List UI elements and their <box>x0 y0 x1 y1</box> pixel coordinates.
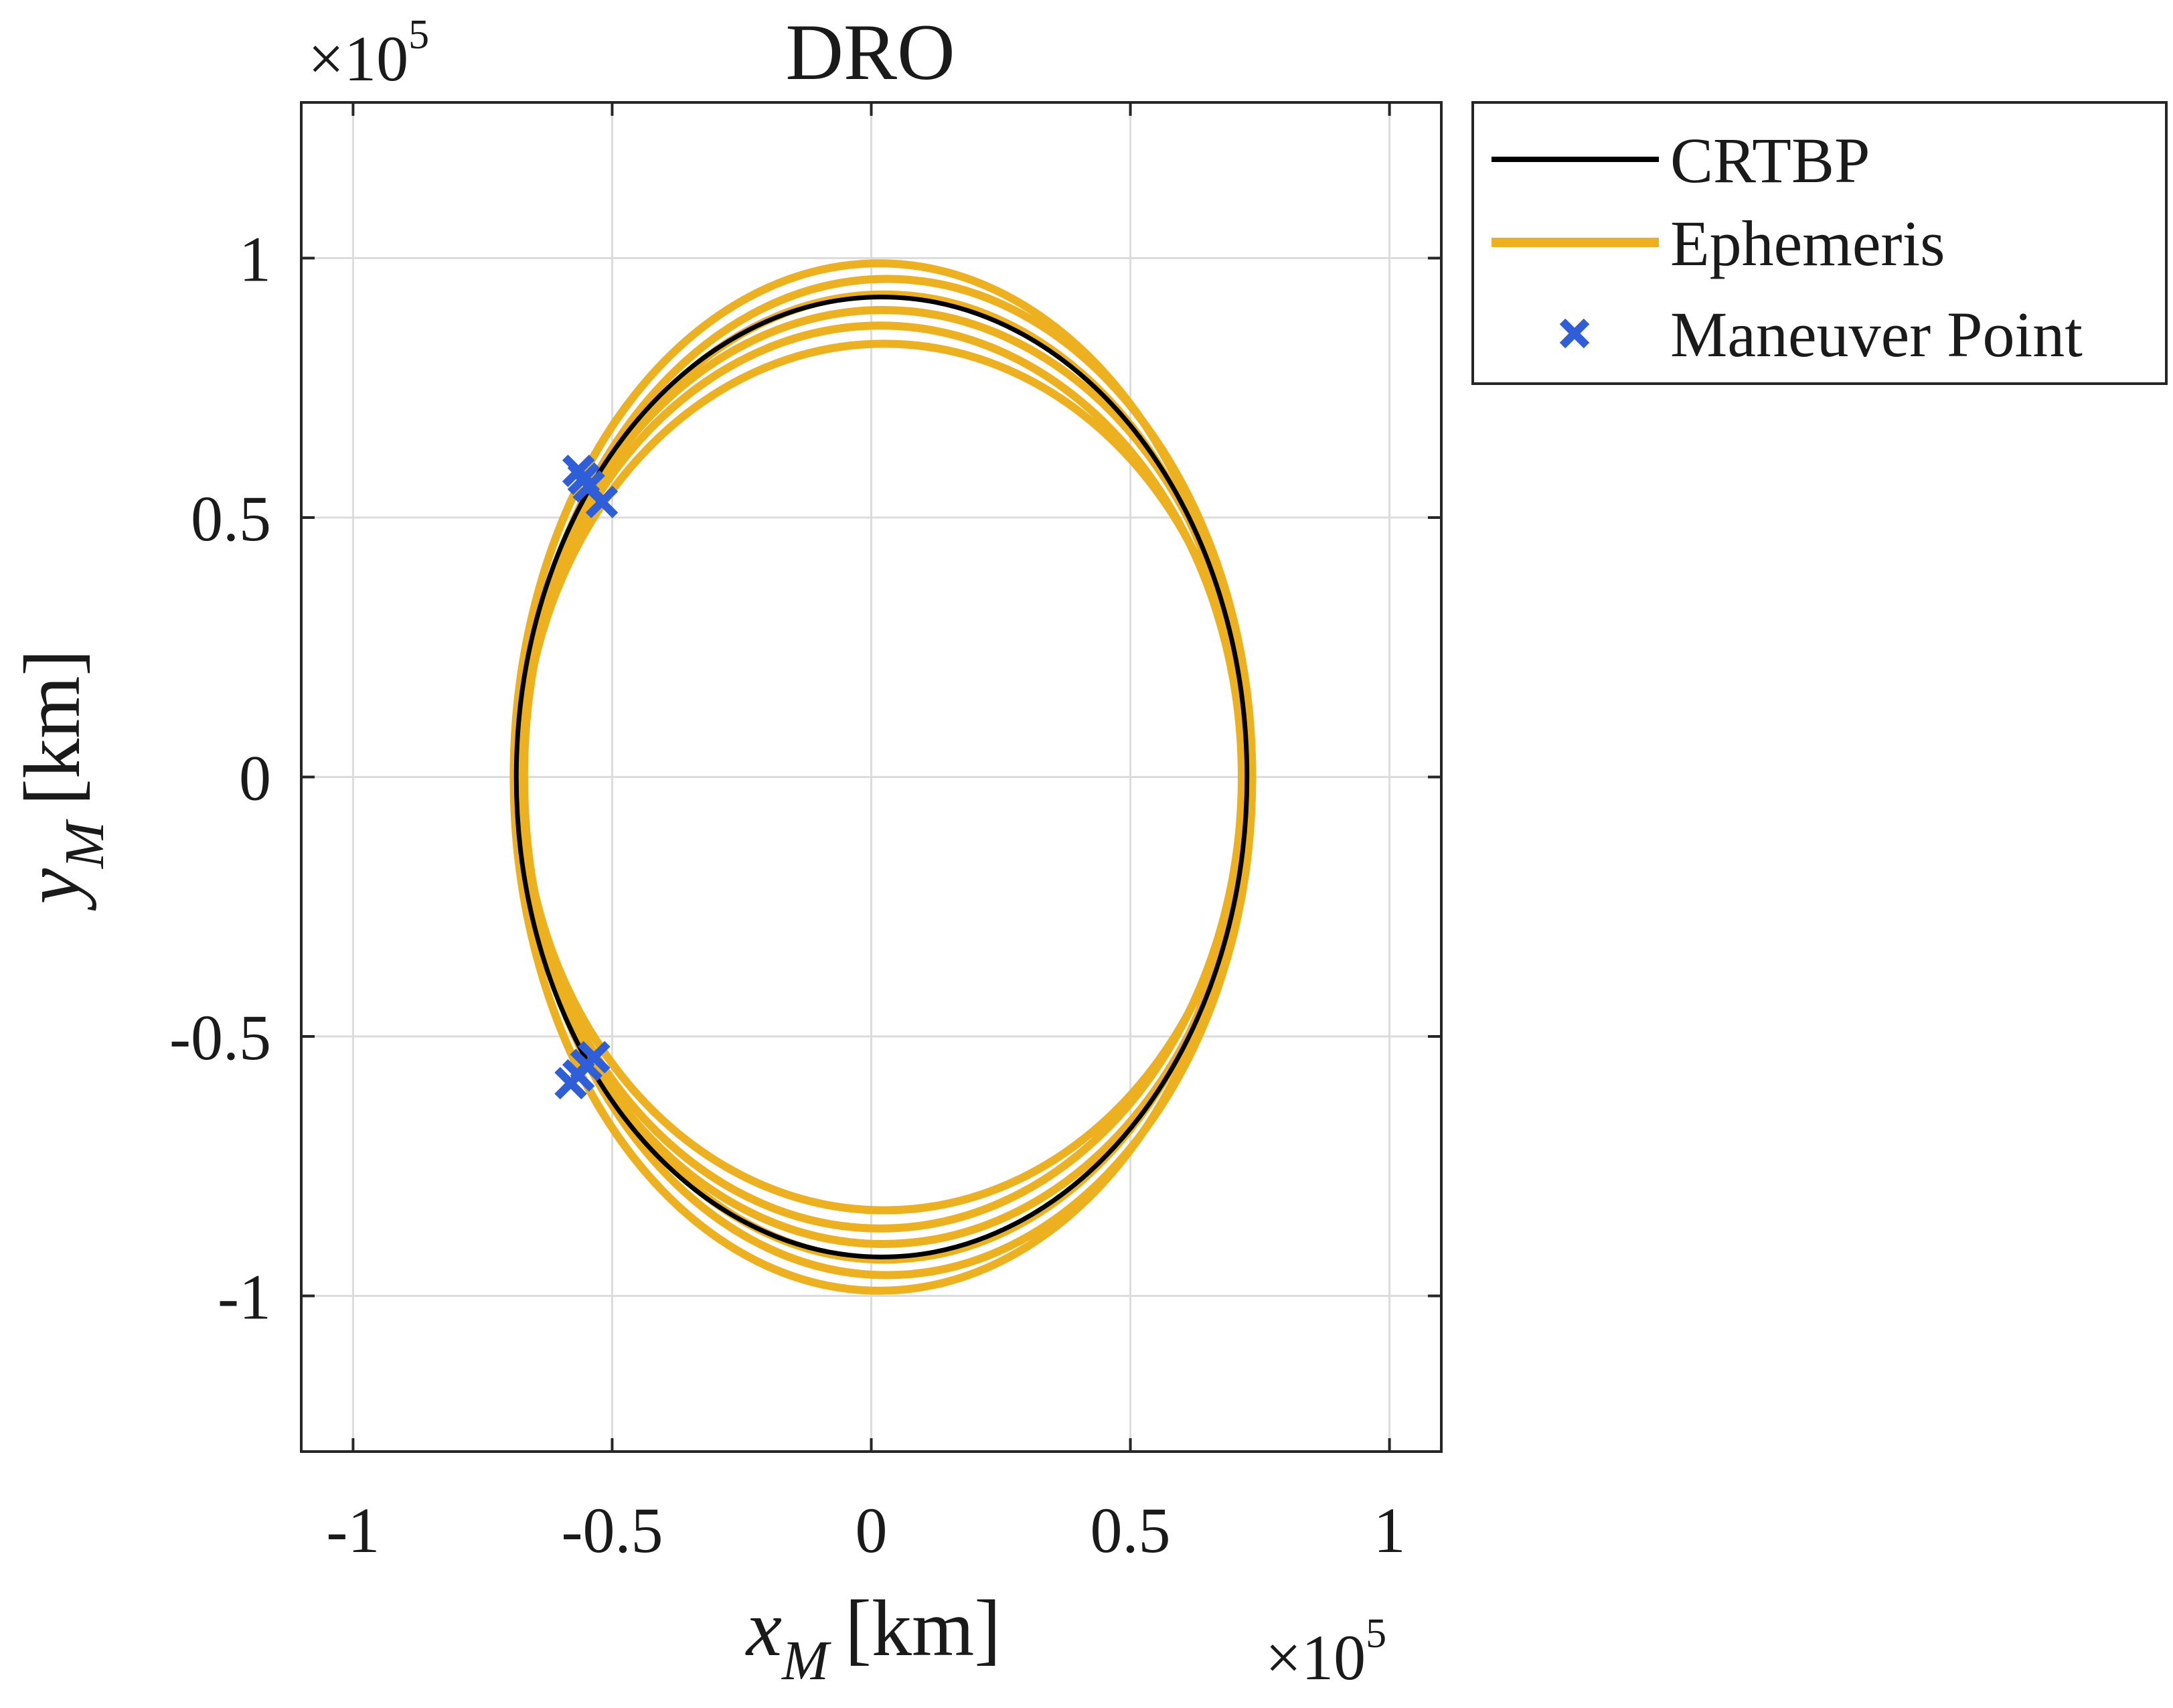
chart-title: DRO <box>785 7 955 96</box>
x-exponent-label: ×105 <box>1265 1611 1386 1693</box>
x-tick-label: -0.5 <box>561 1494 663 1566</box>
y-tick-label: 0 <box>239 743 271 814</box>
y-exponent-power: 5 <box>408 12 429 58</box>
x-tick-label: 0 <box>856 1494 888 1566</box>
y-exponent-label: ×105 <box>308 12 429 94</box>
series-layer <box>509 259 1257 1295</box>
y-tick-label: -1 <box>218 1261 271 1333</box>
maneuver-point <box>578 1040 611 1074</box>
x-axis-label-sub: M <box>781 1630 831 1692</box>
crtbp-orbit <box>513 295 1250 1259</box>
legend-maneuver-label: Maneuver Point <box>1670 299 2083 370</box>
y-axis-label-sub: M <box>54 819 116 869</box>
y-tick-label: 1 <box>239 224 271 295</box>
x-axis-label-unit: [km] <box>845 1583 1001 1673</box>
x-exponent-prefix: ×10 <box>1265 1622 1366 1693</box>
y-axis-label-main: y <box>7 868 96 911</box>
y-axis-label-unit: [km] <box>7 649 96 805</box>
x-exponent-power: 5 <box>1366 1611 1386 1656</box>
plot-area: -1 -0.5 0 0.5 1 -1 -0.5 0 0.5 1 <box>169 101 1443 1567</box>
x-tick-label: 1 <box>1374 1494 1406 1566</box>
legend-crtbp-label: CRTBP <box>1670 125 1870 196</box>
maneuver-markers <box>554 455 619 1099</box>
tick-labels: -1 -0.5 0 0.5 1 -1 -0.5 0 0.5 1 <box>169 224 1406 1567</box>
ticks <box>301 102 1441 1452</box>
x-axis-label-main: x <box>745 1583 782 1673</box>
y-axis-label: yM [km] <box>7 649 116 912</box>
maneuver-point <box>585 485 619 518</box>
legend: CRTBP Ephemeris Maneuver Point <box>1471 101 2168 385</box>
legend-maneuver-swatch <box>1559 318 1590 349</box>
x-tick-label: 0.5 <box>1091 1494 1171 1566</box>
legend-ephemeris-label: Ephemeris <box>1670 208 1945 279</box>
x-tick-label: -1 <box>326 1494 380 1566</box>
y-exponent-prefix: ×10 <box>308 23 408 94</box>
y-tick-label: 0.5 <box>191 483 271 554</box>
y-tick-label: -0.5 <box>169 1002 271 1073</box>
x-axis-label: xM [km] <box>745 1583 1001 1692</box>
